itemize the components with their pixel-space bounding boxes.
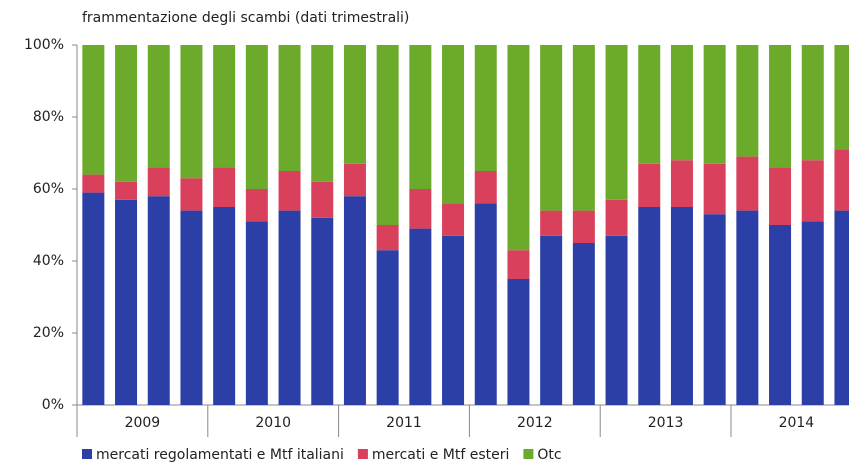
bar-segment xyxy=(442,45,465,204)
bar-segment xyxy=(670,207,693,405)
bar-segment xyxy=(278,210,301,405)
bar-segment xyxy=(834,45,849,150)
bar-segment xyxy=(115,199,138,405)
y-tick-label: 100% xyxy=(24,37,64,53)
y-tick-label: 0% xyxy=(42,397,64,413)
bar-segment xyxy=(376,45,399,225)
bar-segment xyxy=(409,189,432,229)
x-group-label: 2010 xyxy=(255,415,291,431)
legend-label: mercati regolamentati e Mtf italiani xyxy=(96,447,344,463)
y-tick-label: 80% xyxy=(33,109,64,125)
bar-segment xyxy=(82,192,105,405)
bar-segment xyxy=(507,45,530,251)
bar-segment xyxy=(442,235,465,405)
bar-segment xyxy=(278,45,301,171)
bar-segment xyxy=(572,210,595,243)
bar-segment xyxy=(834,210,849,405)
bar-segment xyxy=(540,210,563,236)
bar-segment xyxy=(343,163,366,197)
bar-segment xyxy=(736,45,759,157)
bar-segment xyxy=(834,149,849,211)
bar-segment xyxy=(801,221,824,405)
bar-segment xyxy=(376,225,399,251)
bar-segment xyxy=(572,45,595,211)
bar-segment xyxy=(180,210,203,405)
bar-segment xyxy=(115,45,138,182)
bar-segment xyxy=(343,196,366,405)
bar-segment xyxy=(605,199,628,236)
bar-segment xyxy=(245,45,268,189)
bar-segment xyxy=(278,171,301,211)
bar-segment xyxy=(801,45,824,161)
legend-swatch xyxy=(523,449,534,459)
bar-segment xyxy=(180,178,203,211)
x-group-label: 2013 xyxy=(648,415,684,431)
bar-segment xyxy=(213,45,236,168)
bar-segment xyxy=(670,45,693,161)
bar-segment xyxy=(147,45,170,168)
bar-segment xyxy=(245,189,268,222)
bar-segment xyxy=(180,45,203,179)
bar-segment xyxy=(213,207,236,405)
y-tick-label: 60% xyxy=(33,181,64,197)
bar-segment xyxy=(409,45,432,189)
bar-segment xyxy=(442,203,465,236)
bar-segment xyxy=(213,167,236,207)
x-group-label: 2012 xyxy=(517,415,553,431)
bar-segment xyxy=(605,45,628,200)
legend-label: mercati e Mtf esteri xyxy=(372,447,509,463)
bar-segment xyxy=(638,45,661,164)
bar-segment xyxy=(311,181,334,218)
bar-segment xyxy=(245,221,268,405)
bar-segment xyxy=(670,160,693,207)
bar-segment xyxy=(147,167,170,197)
bar-segment xyxy=(638,163,661,207)
bar-segment xyxy=(769,167,792,225)
bar-segment xyxy=(703,45,726,164)
bar-segment xyxy=(769,225,792,405)
bar-segment xyxy=(736,210,759,405)
y-tick-label: 40% xyxy=(33,253,64,269)
bar-segment xyxy=(311,217,334,405)
bar-segment xyxy=(507,250,530,279)
bar-segment xyxy=(474,203,497,405)
bar-segment xyxy=(736,156,759,211)
x-group-label: 2014 xyxy=(779,415,815,431)
bar-segment xyxy=(115,181,138,200)
bar-segment xyxy=(801,160,824,222)
legend-label: Otc xyxy=(537,447,561,463)
legend-swatch xyxy=(357,449,368,459)
bar-segment xyxy=(769,45,792,168)
bar-segment xyxy=(147,196,170,405)
bar-segment xyxy=(703,214,726,405)
bar-segment xyxy=(82,174,105,193)
bar-segment xyxy=(605,235,628,405)
bar-segment xyxy=(540,45,563,211)
bar-segment xyxy=(409,228,432,405)
x-group-label: 2009 xyxy=(125,415,161,431)
bar-segment xyxy=(572,243,595,405)
bar-segment xyxy=(638,207,661,405)
bar-segment xyxy=(311,45,334,182)
bar-segment xyxy=(376,250,399,405)
bar-segment xyxy=(474,45,497,171)
bar-segment xyxy=(82,45,105,175)
x-group-label: 2011 xyxy=(386,415,422,431)
bar-segment xyxy=(540,235,563,405)
bar-segment xyxy=(703,163,726,215)
bar-segment xyxy=(474,171,497,204)
legend-swatch xyxy=(82,449,92,459)
y-tick-label: 20% xyxy=(33,325,64,341)
bar-segment xyxy=(507,279,530,405)
chart-title: frammentazione degli scambi (dati trimes… xyxy=(82,10,409,26)
bar-segment xyxy=(343,45,366,164)
